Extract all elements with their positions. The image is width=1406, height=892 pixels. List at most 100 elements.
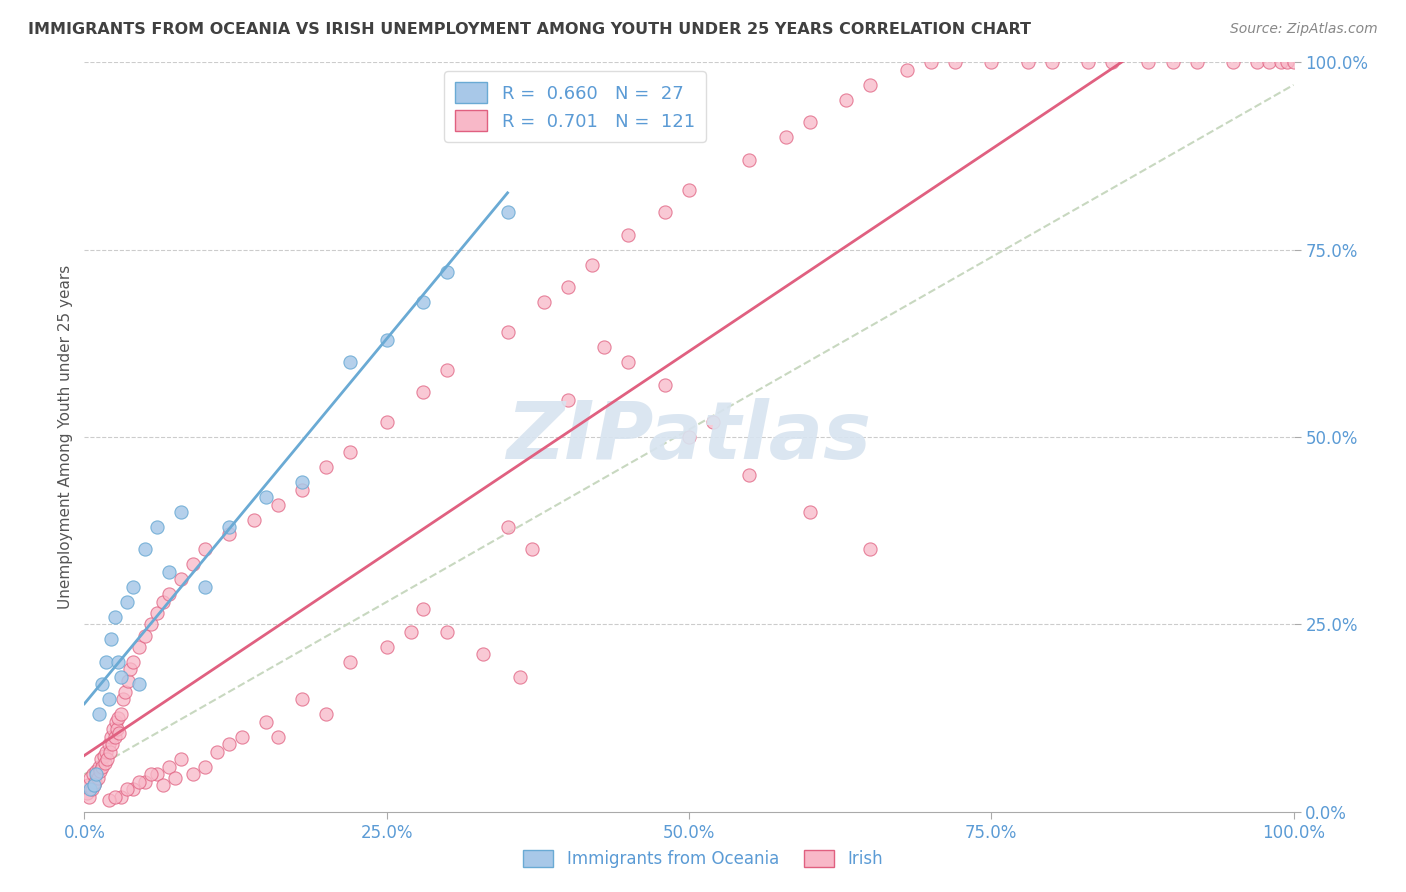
Point: [557, 280, 579, 294]
Point: [399, 624, 422, 639]
Point: [128, 774, 150, 789]
Point: [1101, 55, 1123, 70]
Point: [110, 707, 132, 722]
Point: [1137, 55, 1160, 70]
Point: [115, 595, 138, 609]
Point: [115, 782, 138, 797]
Point: [84, 774, 107, 789]
Point: [1040, 55, 1063, 70]
Point: [104, 730, 127, 744]
Point: [86, 767, 108, 781]
Point: [104, 714, 127, 729]
Point: [412, 295, 434, 310]
Point: [617, 355, 640, 369]
Point: [107, 655, 129, 669]
Point: [94, 745, 117, 759]
Point: [799, 115, 821, 129]
Point: [617, 227, 640, 242]
Point: [654, 205, 676, 219]
Point: [1258, 55, 1281, 70]
Point: [496, 205, 519, 219]
Point: [1017, 55, 1039, 70]
Point: [170, 505, 193, 519]
Point: [412, 385, 434, 400]
Point: [146, 606, 169, 620]
Point: [375, 333, 398, 347]
Point: [920, 55, 942, 70]
Point: [1077, 55, 1099, 70]
Point: [339, 655, 361, 669]
Point: [315, 707, 337, 722]
Point: [128, 640, 150, 654]
Point: [207, 745, 229, 759]
Point: [775, 130, 797, 145]
Point: [100, 730, 122, 744]
Point: [76, 786, 98, 800]
Point: [231, 730, 253, 744]
Point: [87, 707, 110, 722]
Point: [117, 673, 139, 688]
Point: [799, 505, 821, 519]
Point: [96, 752, 118, 766]
Point: [581, 258, 603, 272]
Point: [291, 692, 314, 706]
Point: [339, 445, 361, 459]
Point: [436, 265, 458, 279]
Point: [375, 640, 398, 654]
Point: [105, 723, 128, 737]
Point: [412, 602, 434, 616]
Point: [835, 93, 858, 107]
Point: [82, 767, 104, 781]
Point: [91, 677, 114, 691]
Point: [520, 542, 543, 557]
Point: [339, 355, 361, 369]
Point: [152, 779, 174, 793]
Point: [110, 789, 132, 804]
Legend: Immigrants from Oceania, Irish: Immigrants from Oceania, Irish: [516, 843, 890, 875]
Point: [86, 764, 108, 778]
Point: [79, 782, 101, 797]
Point: [86, 771, 108, 785]
Point: [291, 475, 314, 489]
Point: [139, 767, 162, 781]
Point: [139, 617, 162, 632]
Y-axis label: Unemployment Among Youth under 25 years: Unemployment Among Youth under 25 years: [58, 265, 73, 609]
Point: [859, 542, 882, 557]
Point: [80, 782, 103, 797]
Point: [83, 779, 105, 793]
Point: [859, 78, 882, 92]
Point: [194, 580, 217, 594]
Point: [533, 295, 555, 310]
Point: [120, 662, 142, 676]
Point: [218, 520, 240, 534]
Point: [89, 764, 111, 778]
Point: [93, 748, 115, 763]
Point: [104, 610, 127, 624]
Point: [112, 692, 135, 706]
Point: [157, 760, 180, 774]
Point: [146, 767, 169, 781]
Point: [291, 483, 314, 497]
Point: [375, 415, 398, 429]
Point: [146, 520, 169, 534]
Point: [114, 685, 136, 699]
Point: [134, 774, 156, 789]
Point: [436, 624, 458, 639]
Point: [83, 779, 105, 793]
Point: [509, 670, 531, 684]
Point: [97, 737, 120, 751]
Point: [1161, 55, 1184, 70]
Point: [738, 467, 761, 482]
Point: [110, 670, 132, 684]
Point: [90, 752, 112, 766]
Point: [472, 648, 495, 662]
Point: [97, 793, 120, 807]
Point: [702, 415, 724, 429]
Point: [896, 62, 918, 77]
Point: [436, 362, 458, 376]
Point: [165, 771, 187, 785]
Point: [170, 752, 193, 766]
Point: [77, 779, 100, 793]
Point: [218, 737, 240, 751]
Point: [121, 655, 143, 669]
